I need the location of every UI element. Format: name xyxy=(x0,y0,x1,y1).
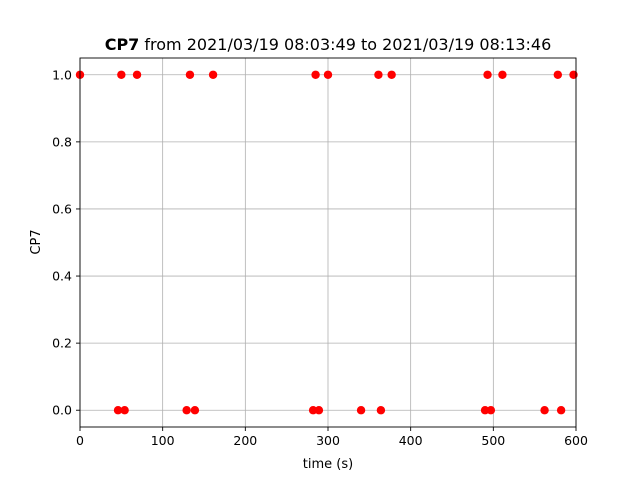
data-point xyxy=(556,406,566,415)
ticks: 0 100 200 300 400 500 600 0.0 0.2 0.4 0.6 0.8 1.0 xyxy=(52,67,588,448)
x-tick-label: 400 xyxy=(399,433,423,448)
data-point xyxy=(190,406,200,415)
data-point xyxy=(117,70,126,79)
data-point xyxy=(486,406,496,415)
y-tick-label: 0.8 xyxy=(52,134,72,149)
data-point xyxy=(387,70,396,79)
y-tick-label: 1.0 xyxy=(52,67,72,82)
x-tick-label: 0 xyxy=(76,433,84,448)
data-point xyxy=(323,70,333,79)
data-point xyxy=(132,70,142,79)
data-point xyxy=(113,406,123,415)
data-point xyxy=(182,406,191,415)
data-point xyxy=(208,70,218,79)
plot-frame xyxy=(79,57,577,428)
grid xyxy=(79,58,577,427)
data-point xyxy=(483,70,492,79)
x-tick-label: 300 xyxy=(316,433,340,448)
y-tick-label: 0.2 xyxy=(52,336,72,351)
data-point xyxy=(540,406,549,415)
x-tick-label: 500 xyxy=(481,433,505,448)
data-point xyxy=(376,406,386,415)
data-point xyxy=(569,70,578,79)
data-point xyxy=(314,406,324,415)
data-point xyxy=(374,70,383,79)
y-axis-label: CP7 xyxy=(29,229,44,254)
data-point xyxy=(498,70,507,79)
data-point xyxy=(185,70,195,79)
chart-title: CP7 from 2021/03/19 08:03:49 to 2021/03/… xyxy=(105,35,552,54)
data-point xyxy=(356,406,366,415)
data-point xyxy=(480,406,490,415)
y-tick-label: 0.4 xyxy=(52,269,72,284)
data-point xyxy=(308,406,318,415)
data-point xyxy=(553,70,563,79)
x-tick-label: 600 xyxy=(564,433,588,448)
x-tick-label: 200 xyxy=(233,433,257,448)
data-point xyxy=(311,70,320,79)
x-axis-label: time (s) xyxy=(303,457,353,472)
y-tick-label: 0.6 xyxy=(52,201,72,216)
data-point xyxy=(120,406,129,415)
chart-title-bold: CP7 xyxy=(105,35,140,54)
x-tick-label: 100 xyxy=(151,433,175,448)
y-tick-label: 0.0 xyxy=(52,403,72,418)
data-points xyxy=(75,70,578,415)
chart-title-rest: from 2021/03/19 08:03:49 to 2021/03/19 0… xyxy=(139,35,551,54)
